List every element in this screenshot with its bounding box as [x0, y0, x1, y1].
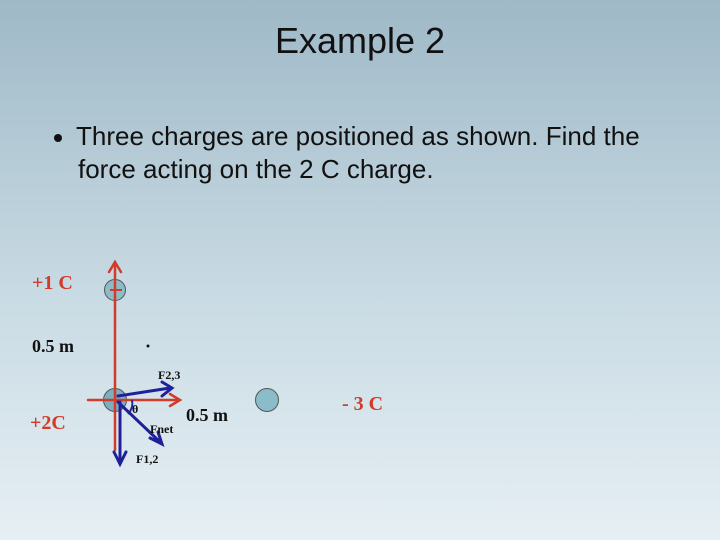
- slide-title: Example 2: [0, 20, 720, 62]
- diagram-svg: [20, 250, 700, 530]
- label-dist1: 0.5 m: [32, 336, 74, 357]
- label-f23: F2,3: [158, 368, 180, 383]
- physics-diagram: +1 C 0.5 m +2C 0.5 m - 3 C F2,3 θ Fnet F…: [20, 250, 700, 530]
- label-q3: - 3 C: [342, 393, 383, 416]
- bullet-text: Three charges are positioned as shown. F…: [76, 121, 640, 184]
- label-q1: +1 C: [32, 272, 73, 295]
- label-fnet: Fnet: [150, 422, 173, 437]
- label-dist2: 0.5 m: [186, 405, 228, 426]
- label-theta: θ: [132, 402, 138, 417]
- label-q2: +2C: [30, 412, 66, 435]
- bullet-block: Three charges are positioned as shown. F…: [54, 120, 680, 187]
- bullet-dot: [54, 134, 62, 142]
- label-f12: F1,2: [136, 452, 158, 467]
